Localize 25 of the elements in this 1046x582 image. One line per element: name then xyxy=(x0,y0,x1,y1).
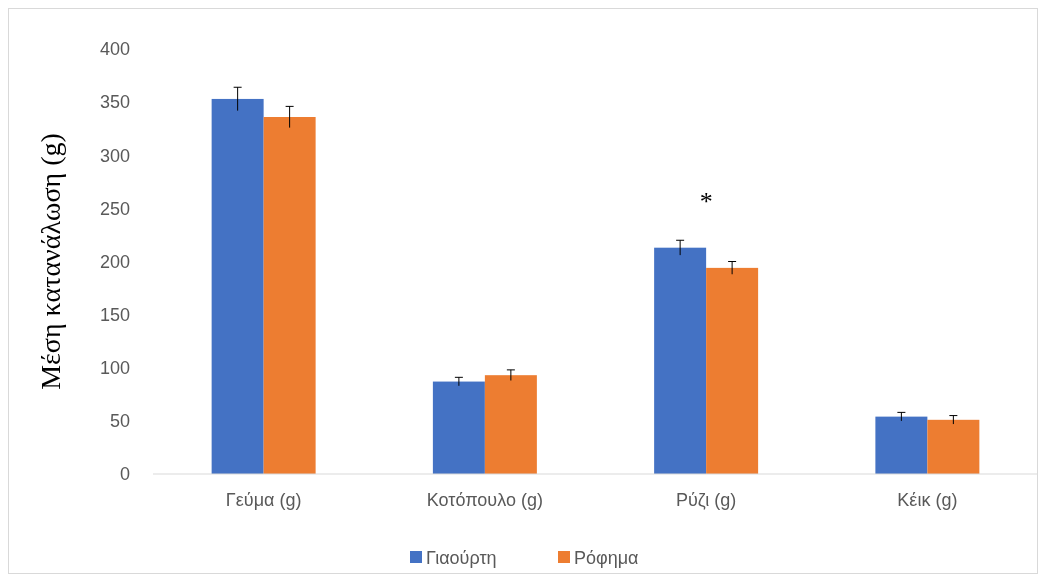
bar xyxy=(706,267,759,474)
y-tick-label: 300 xyxy=(99,145,130,166)
y-tick-label: 150 xyxy=(99,304,130,325)
x-tick-label: Κέικ (g) xyxy=(897,490,958,510)
y-tick-label: 0 xyxy=(119,464,130,485)
y-tick-label: 400 xyxy=(99,39,130,60)
bar xyxy=(654,247,707,474)
annotation: * xyxy=(699,187,713,217)
x-tick-label: Γεύμα (g) xyxy=(225,490,302,510)
bar xyxy=(484,375,537,474)
y-tick-label: 350 xyxy=(99,92,130,113)
x-tick-label: Ρύζι (g) xyxy=(675,490,737,510)
legend-label: Γιαούρτη xyxy=(426,548,497,569)
y-tick-label: 250 xyxy=(99,198,130,219)
bar xyxy=(263,117,316,474)
bar xyxy=(432,381,485,474)
bar xyxy=(211,98,264,474)
y-tick-label: 200 xyxy=(99,251,130,272)
x-tick-label: Κοτόπουλο (g) xyxy=(426,490,543,510)
legend-label: Ρόφημα xyxy=(574,548,639,569)
y-tick-label: 50 xyxy=(109,411,130,432)
bar xyxy=(927,419,980,474)
y-tick-label: 100 xyxy=(99,358,130,379)
y-axis-title: Μέση κατανάλωση (g) xyxy=(35,133,66,390)
bar xyxy=(875,416,928,474)
